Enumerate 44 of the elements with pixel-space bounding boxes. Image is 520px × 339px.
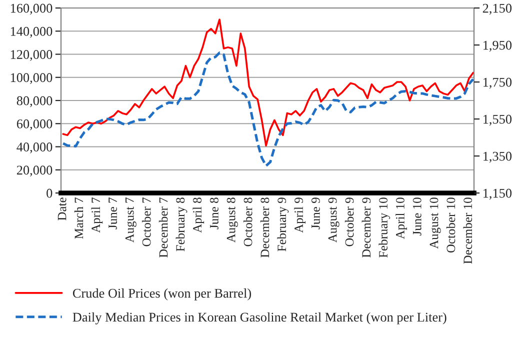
x-tick-label: March 7 — [74, 198, 84, 239]
x-tick-label: June 9 — [311, 198, 320, 230]
x-tick-label: April 9 — [294, 198, 306, 233]
x-tick-label: August 7 — [125, 198, 136, 243]
y-tick-label: 160,000 — [10, 4, 52, 15]
x-tick-label: December 8 — [260, 198, 270, 258]
legend-label: Daily Median Prices in Korean Gasoline Retail Market (won per Liter) — [72, 312, 446, 324]
y-tick-label: 120,000 — [10, 50, 52, 61]
y2-tick-label: 1,750 — [483, 78, 512, 89]
y-tick-label: 140,000 — [10, 26, 52, 38]
x-tick-label: Date — [58, 198, 66, 220]
y2-tick-label: 1,150 — [483, 188, 512, 200]
x-tick-label: April 7 — [91, 198, 103, 233]
x-tick-label: December 10 — [463, 198, 472, 264]
line-series — [62, 18, 474, 146]
y2-tick-label: 1,550 — [483, 114, 512, 126]
y2-tick-label: 1,950 — [483, 40, 512, 52]
legend-label: Crude Oil Prices (won per Barrel) — [72, 288, 252, 300]
x-tick-label: October 9 — [344, 198, 354, 246]
x-tick-label: June 7 — [108, 198, 117, 230]
x-tick-label: October 10 — [446, 198, 456, 253]
x-tick-label: June 10 — [412, 198, 422, 236]
y-tick-label: 20,000 — [16, 166, 52, 176]
y-tick-label: 0 — [46, 188, 52, 198]
x-tick-label: August 9 — [328, 198, 340, 243]
y2-tick-label: 1,350 — [483, 152, 512, 163]
y2-tick-label: 2,150 — [482, 4, 512, 15]
x-tick-label: December 7 — [158, 198, 168, 258]
y-tick-label: 60,000 — [16, 119, 52, 130]
x-tick-label: August 8 — [226, 198, 238, 243]
y-tick-label: 100,000 — [10, 73, 52, 84]
line-series — [62, 52, 474, 168]
y-tick-label: 40,000 — [16, 142, 52, 154]
y-tick-label: 80,000 — [16, 96, 52, 108]
x-tick-label: June 8 — [210, 198, 218, 230]
x-tick-label: December 9 — [362, 198, 371, 258]
x-tick-label: October 8 — [243, 198, 252, 246]
x-tick-label: April 10 — [396, 198, 407, 240]
x-tick-label: February 9 — [277, 198, 289, 252]
x-tick-label: February 8 — [176, 198, 188, 252]
x-tick-label: February 10 — [378, 198, 390, 258]
x-tick-label: October 7 — [142, 198, 151, 246]
x-tick-label: August 10 — [430, 198, 441, 249]
x-tick-label: April 8 — [192, 198, 204, 233]
